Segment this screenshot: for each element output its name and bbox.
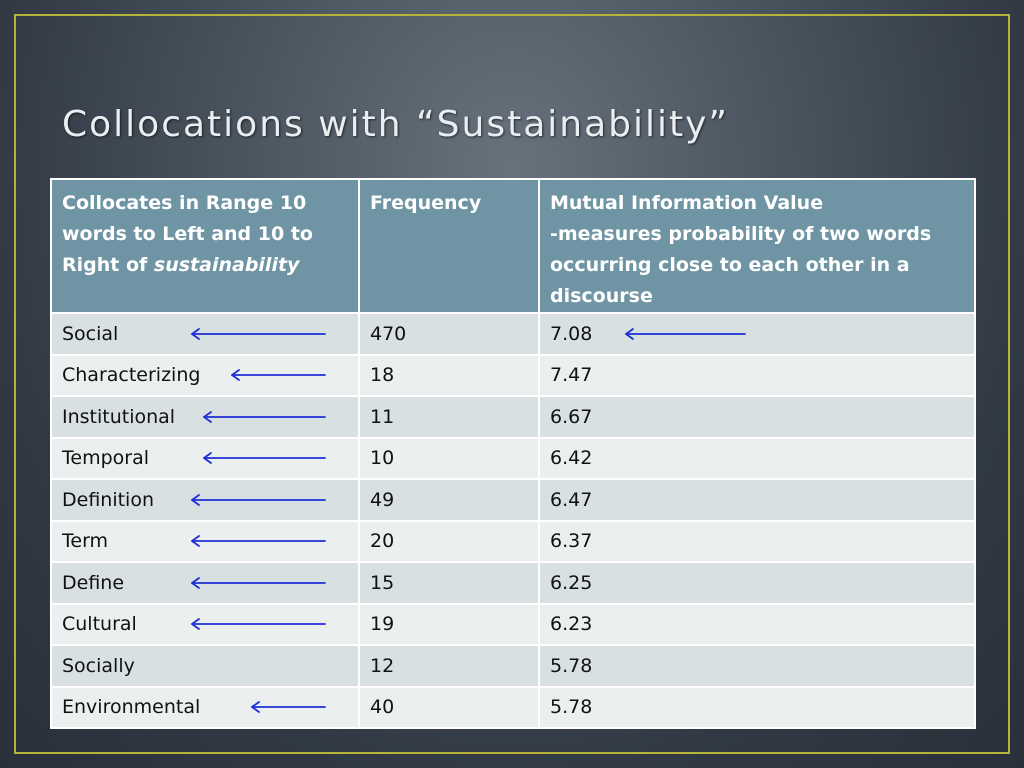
left-arrow-icon (191, 618, 326, 631)
collocate-word: Define (62, 571, 125, 594)
mutual-information-value: 6.42 (550, 447, 593, 470)
header-collocates-italic: sustainability (153, 254, 300, 276)
mutual-information-cell: 6.23 (538, 602, 976, 646)
mutual-information-value: 6.47 (550, 488, 593, 511)
header-collocates-text: Collocates in Range 10 words to Left and… (62, 192, 313, 276)
mutual-information-cell: 7.08 (538, 312, 976, 356)
left-arrow-icon (203, 410, 326, 423)
table-row: Term 20 6.37 (50, 519, 976, 563)
mutual-information-value: 6.25 (550, 571, 593, 594)
mutual-information-value: 5.78 (550, 696, 593, 719)
header-mi-title: Mutual Information Value (550, 192, 824, 214)
frequency-cell: 20 (358, 519, 540, 563)
mutual-information-cell: 6.25 (538, 561, 976, 605)
collocate-word: Environmental (62, 696, 201, 719)
table-row: Social 470 7.08 (50, 312, 976, 356)
mutual-information-cell: 6.42 (538, 436, 976, 480)
table-row: Socially 12 5.78 (50, 644, 976, 688)
table-row: Cultural 19 6.23 (50, 602, 976, 646)
table-row: Characterizing 18 7.47 (50, 353, 976, 397)
header-mi-description: -measures probability of two words occur… (550, 223, 932, 307)
collocate-word: Socially (62, 654, 135, 677)
left-arrow-icon (191, 576, 326, 589)
collocate-word: Cultural (62, 613, 137, 636)
collocate-cell: Characterizing (50, 353, 360, 397)
slide-title: Collocations with “Sustainability” (62, 104, 730, 145)
collocate-cell: Socially (50, 644, 360, 688)
table-row: Institutional 11 6.67 (50, 395, 976, 439)
mutual-information-cell: 6.67 (538, 395, 976, 439)
table-row: Environmental 40 5.78 (50, 685, 976, 729)
left-arrow-icon (251, 701, 326, 714)
mutual-information-cell: 5.78 (538, 685, 976, 729)
table-header-row: Collocates in Range 10 words to Left and… (50, 178, 976, 314)
left-arrow-icon (203, 452, 326, 465)
left-arrow-icon (231, 369, 326, 382)
frequency-cell: 18 (358, 353, 540, 397)
collocate-word: Term (62, 530, 109, 553)
frequency-cell: 40 (358, 685, 540, 729)
collocate-cell: Social (50, 312, 360, 356)
collocate-cell: Term (50, 519, 360, 563)
header-collocates: Collocates in Range 10 words to Left and… (50, 178, 360, 314)
table-row: Definition 49 6.47 (50, 478, 976, 522)
frequency-cell: 470 (358, 312, 540, 356)
collocate-cell: Environmental (50, 685, 360, 729)
mutual-information-value: 6.37 (550, 530, 593, 553)
left-arrow-icon (625, 327, 746, 340)
header-mutual-information: Mutual Information Value -measures probab… (538, 178, 976, 314)
frequency-cell: 11 (358, 395, 540, 439)
collocate-word: Characterizing (62, 364, 201, 387)
collocate-word: Social (62, 322, 119, 345)
left-arrow-icon (191, 493, 326, 506)
mutual-information-value: 5.78 (550, 654, 593, 677)
mutual-information-cell: 6.37 (538, 519, 976, 563)
collocate-cell: Cultural (50, 602, 360, 646)
header-frequency: Frequency (358, 178, 540, 314)
mutual-information-cell: 6.47 (538, 478, 976, 522)
collocate-cell: Definition (50, 478, 360, 522)
collocate-word: Definition (62, 488, 155, 511)
mutual-information-value: 6.23 (550, 613, 593, 636)
collocate-cell: Temporal (50, 436, 360, 480)
mutual-information-value: 7.47 (550, 364, 593, 387)
collocate-cell: Institutional (50, 395, 360, 439)
mutual-information-cell: 7.47 (538, 353, 976, 397)
collocate-cell: Define (50, 561, 360, 605)
collocate-word: Institutional (62, 405, 176, 428)
left-arrow-icon (191, 535, 326, 548)
table-row: Define 15 6.25 (50, 561, 976, 605)
frequency-cell: 49 (358, 478, 540, 522)
mutual-information-cell: 5.78 (538, 644, 976, 688)
collocate-word: Temporal (62, 447, 149, 470)
mutual-information-value: 7.08 (550, 322, 593, 345)
frequency-cell: 15 (358, 561, 540, 605)
frequency-cell: 10 (358, 436, 540, 480)
frequency-cell: 19 (358, 602, 540, 646)
mutual-information-value: 6.67 (550, 405, 593, 428)
collocation-table: Collocates in Range 10 words to Left and… (50, 178, 976, 729)
frequency-cell: 12 (358, 644, 540, 688)
left-arrow-icon (191, 327, 326, 340)
table-body: Social 470 7.08 Characterizing 18 7.47 Institu… (50, 312, 976, 729)
table-row: Temporal 10 6.42 (50, 436, 976, 480)
